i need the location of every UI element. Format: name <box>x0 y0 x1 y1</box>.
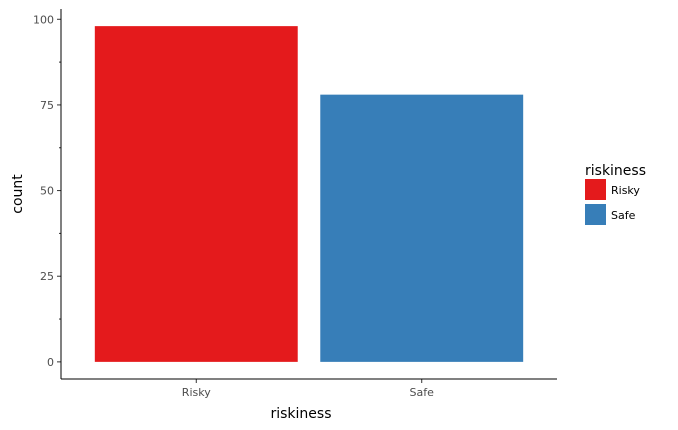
bar-safe <box>320 94 524 362</box>
y-tick-label-0: 0 <box>47 356 54 369</box>
legend-label-safe: Safe <box>611 209 636 222</box>
legend-label-risky: Risky <box>611 184 640 197</box>
bars-group <box>94 26 524 362</box>
bar-risky <box>94 26 298 362</box>
y-tick-label-25: 25 <box>40 270 54 283</box>
y-axis-ticks: 0 25 50 75 100 <box>33 13 61 369</box>
y-tick-label-50: 50 <box>40 185 54 198</box>
x-tick-label-safe: Safe <box>410 386 435 399</box>
legend-key-safe <box>585 204 606 225</box>
legend-title: riskiness <box>585 163 646 179</box>
y-tick-label-75: 75 <box>40 99 54 112</box>
x-axis-ticks: Risky Safe <box>182 379 434 399</box>
legend: riskiness Risky Safe <box>585 163 646 225</box>
y-axis-title: count <box>10 174 26 214</box>
x-axis-title: riskiness <box>270 406 331 422</box>
legend-items: Risky Safe <box>585 179 640 225</box>
x-tick-label-risky: Risky <box>182 386 211 399</box>
legend-key-risky <box>585 179 606 200</box>
y-tick-label-100: 100 <box>33 13 54 26</box>
